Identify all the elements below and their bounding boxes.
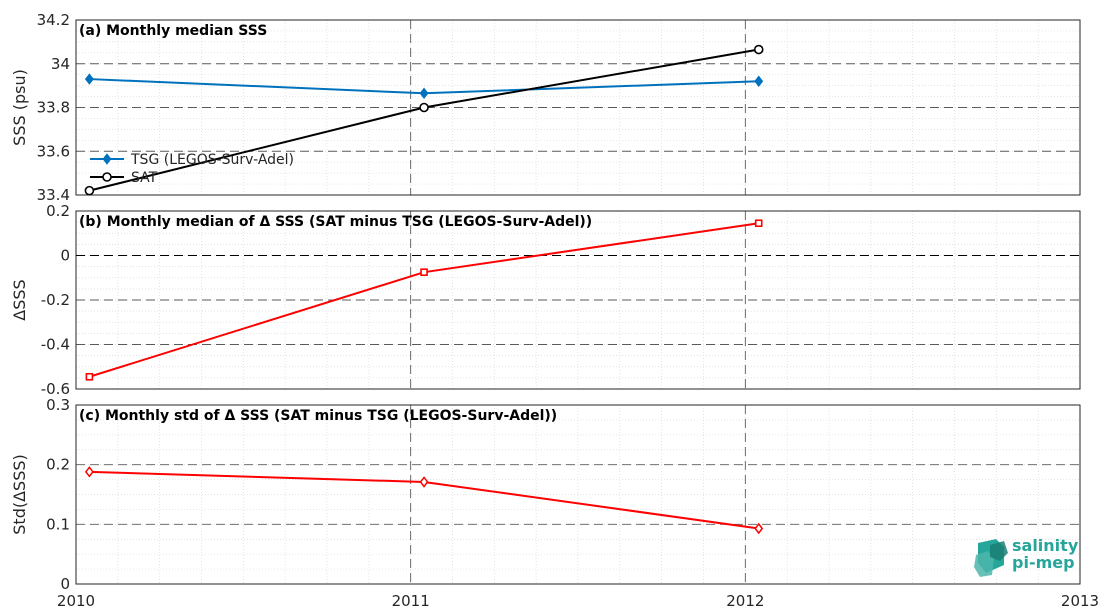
legend-marker (102, 153, 112, 165)
y-axis-label: Std(ΔSSS) (10, 454, 29, 534)
y-axis-label: SSS (psu) (10, 69, 29, 146)
panel-c: 0 0.1 0.2 0.3 2010 2011 2012 2013 Std(ΔSSS) (c) M… (10, 396, 1099, 610)
x-tick-label: 2012 (726, 592, 764, 610)
legend-label: SAT (131, 170, 158, 186)
x-tick-label: 2013 (1061, 592, 1099, 610)
y-tick-label: 0.1 (46, 515, 70, 533)
panel-a: 33.4 33.6 33.8 34 34.2 SSS (psu) (a) Monthly m… (10, 11, 1081, 204)
data-point (85, 372, 94, 381)
panel-title: (c) Monthly std of Δ SSS (SAT minus TSG … (79, 408, 557, 424)
y-tick-label: 34.2 (37, 11, 70, 29)
y-tick-label: 33.8 (37, 99, 70, 117)
x-tick-label: 2011 (392, 592, 430, 610)
axes-box (75, 19, 1081, 196)
x-tick-label: 2010 (57, 592, 95, 610)
y-tick-label: -0.4 (41, 336, 70, 354)
panel-b: -0.6 -0.4 -0.2 0 0.2 ΔSSS (b) Monthly median o… (10, 202, 1081, 398)
y-tick-label: 0 (60, 247, 70, 265)
data-point (84, 73, 94, 85)
y-tick-label: 0.2 (46, 202, 70, 220)
salinity-pi-mep-logo: salinity pi-mep (974, 535, 1084, 585)
y-tick-label: 0 (60, 575, 70, 593)
y-tick-label: 34 (51, 55, 70, 73)
data-point (84, 185, 95, 196)
data-point (754, 219, 763, 228)
y-tick-label: -0.2 (41, 291, 70, 309)
data-point (420, 268, 428, 276)
logo-text-pi-mep: pi-mep (1012, 553, 1075, 572)
panel-title: (a) Monthly median SSS (79, 23, 267, 39)
y-tick-label: -0.6 (41, 380, 70, 398)
data-point (419, 476, 429, 488)
panel-title: (b) Monthly median of Δ SSS (SAT minus T… (79, 214, 592, 230)
legend: TSG (LEGOS-Surv-Adel) SAT (90, 152, 294, 186)
axes-box (75, 210, 1081, 390)
logo-text-salinity: salinity (1012, 536, 1079, 555)
y-tick-label: 33.4 (37, 186, 70, 204)
data-point (84, 466, 94, 478)
series-line (89, 48, 759, 192)
y-tick-label: 0.2 (46, 456, 70, 474)
data-point (753, 44, 764, 55)
y-tick-label: 33.6 (37, 142, 70, 160)
logo-mark-icon (974, 539, 1008, 577)
y-axis-label: ΔSSS (10, 279, 29, 320)
legend-marker (102, 172, 112, 182)
y-tick-label: 0.3 (46, 396, 70, 414)
data-point (754, 75, 764, 87)
data-point (419, 87, 429, 100)
data-point (419, 102, 429, 113)
axes-box (75, 404, 1081, 585)
data-point (754, 522, 764, 535)
legend-label: TSG (LEGOS-Surv-Adel) (130, 152, 294, 168)
